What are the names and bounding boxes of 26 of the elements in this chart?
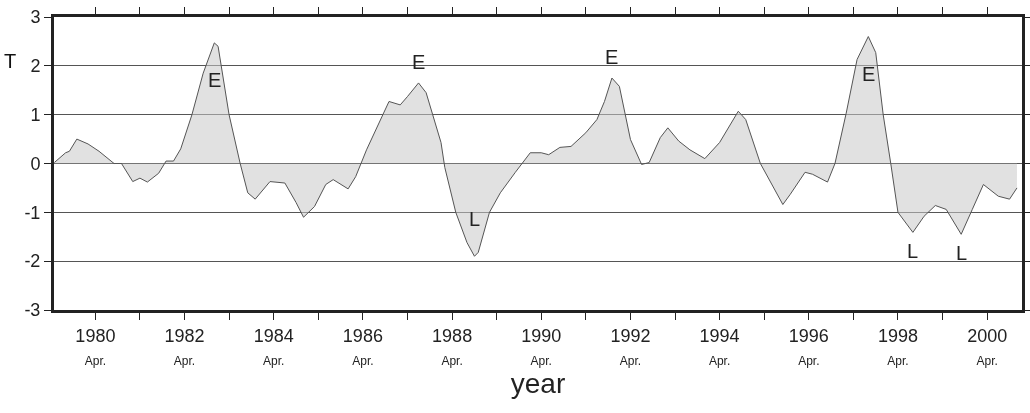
annotation: E <box>862 63 876 85</box>
x-tick-label: 1990 Apr. <box>521 325 562 368</box>
y-tick-label: 0 <box>30 153 41 174</box>
y-tick-label: 1 <box>30 104 41 125</box>
x-tick-label: 1986 Apr. <box>342 325 383 368</box>
annotation: L <box>907 240 919 262</box>
annotation: E <box>208 69 222 91</box>
x-tick-label: 1984 Apr. <box>253 325 294 368</box>
y-tick-label: 2 <box>30 56 41 77</box>
y-tick-label: -1 <box>24 202 41 223</box>
x-axis-title: year <box>510 368 566 399</box>
x-tick-label: 1982 Apr. <box>164 325 205 368</box>
annotation: L <box>956 242 968 264</box>
y-tick-label: -2 <box>24 251 41 272</box>
x-tick-label: 1998 Apr. <box>877 325 918 368</box>
annotation: L <box>469 208 481 230</box>
x-tick-label: 1994 Apr. <box>699 325 740 368</box>
y-tick-label: 3 <box>30 7 41 28</box>
y-tick-label: -3 <box>24 300 41 321</box>
x-tick-label: 1980 Apr. <box>75 325 116 368</box>
annotation: E <box>605 46 619 68</box>
x-tick-label: 1996 Apr. <box>788 325 829 368</box>
x-tick-label: 1988 Apr. <box>432 325 473 368</box>
x-tick-label: 1992 Apr. <box>610 325 651 368</box>
x-tick-label: 2000 Apr. <box>967 325 1008 368</box>
y-axis-title: T <box>4 50 17 72</box>
